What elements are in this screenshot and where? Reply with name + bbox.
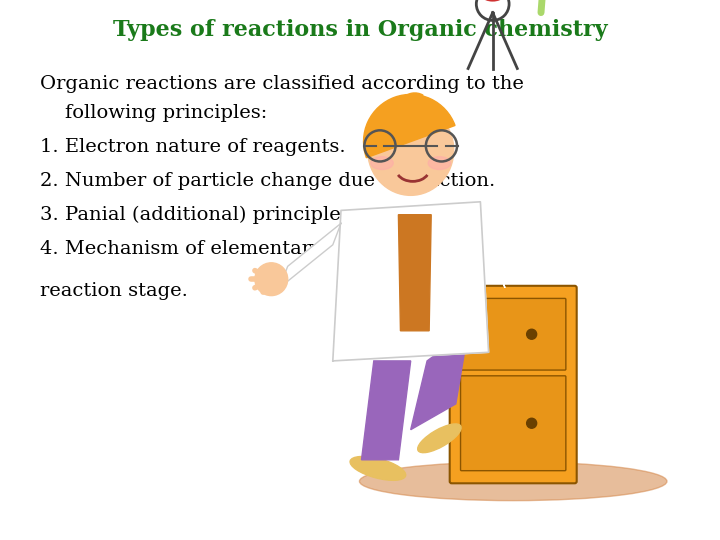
Text: Types of reactions in Organic chemistry: Types of reactions in Organic chemistry	[113, 19, 607, 41]
Polygon shape	[361, 361, 410, 460]
Text: Organic reactions are classified according to the: Organic reactions are classified accordi…	[40, 75, 523, 93]
Wedge shape	[364, 94, 455, 158]
Text: 4. Mechanism of elementary: 4. Mechanism of elementary	[40, 240, 322, 259]
FancyBboxPatch shape	[450, 286, 577, 483]
Circle shape	[255, 263, 288, 295]
Polygon shape	[410, 331, 468, 430]
FancyBboxPatch shape	[461, 299, 566, 370]
Text: following principles:: following principles:	[40, 104, 267, 123]
FancyBboxPatch shape	[461, 376, 566, 471]
Text: 3. Panial (additional) principles: 3. Panial (additional) principles	[40, 206, 351, 224]
Ellipse shape	[359, 462, 667, 501]
Ellipse shape	[418, 424, 461, 453]
Text: 1. Electron nature of reagents.: 1. Electron nature of reagents.	[40, 138, 345, 156]
Circle shape	[526, 418, 536, 428]
Ellipse shape	[368, 105, 454, 195]
Polygon shape	[398, 215, 431, 331]
Text: 2. Number of particle change due to reaction.: 2. Number of particle change due to reac…	[40, 172, 495, 190]
Polygon shape	[480, 224, 505, 288]
Circle shape	[474, 0, 511, 1]
Ellipse shape	[371, 157, 393, 170]
Text: reaction stage.: reaction stage.	[40, 281, 187, 300]
Ellipse shape	[428, 157, 451, 170]
Polygon shape	[333, 202, 489, 361]
Ellipse shape	[350, 456, 406, 481]
Wedge shape	[402, 93, 423, 109]
Circle shape	[526, 329, 536, 339]
Polygon shape	[279, 224, 341, 288]
